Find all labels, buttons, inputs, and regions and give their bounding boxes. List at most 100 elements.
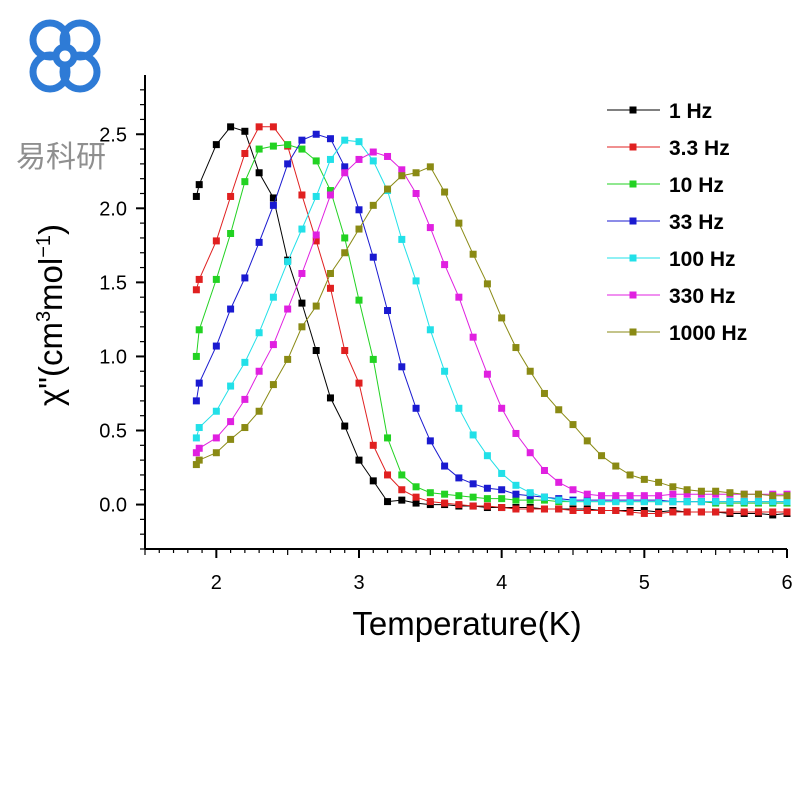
data-point xyxy=(669,490,677,498)
data-point xyxy=(312,157,320,165)
data-point xyxy=(255,145,263,153)
data-point xyxy=(269,381,277,389)
data-point xyxy=(312,347,320,355)
data-point xyxy=(669,483,677,491)
data-point xyxy=(298,269,306,277)
data-point xyxy=(441,261,449,269)
x-tick-label: 2 xyxy=(211,572,222,594)
x-tick-label: 6 xyxy=(781,572,792,594)
data-point xyxy=(384,498,392,506)
legend-marker xyxy=(629,217,637,225)
data-point xyxy=(212,275,220,283)
data-point xyxy=(255,367,263,375)
data-point xyxy=(298,323,306,331)
data-point xyxy=(655,498,663,506)
data-point xyxy=(412,483,420,491)
data-point xyxy=(626,471,634,479)
data-point xyxy=(455,501,463,509)
data-point xyxy=(712,487,720,495)
watermark: 易科研 xyxy=(16,19,106,175)
data-point xyxy=(583,498,591,506)
data-point xyxy=(455,293,463,301)
series-1000-hz xyxy=(192,163,791,500)
data-point xyxy=(441,188,449,196)
data-point xyxy=(284,141,292,149)
data-point xyxy=(426,498,434,506)
data-point xyxy=(783,492,791,500)
data-point xyxy=(455,492,463,500)
data-point xyxy=(441,499,449,507)
data-point xyxy=(555,406,563,414)
data-point xyxy=(512,505,520,513)
data-point xyxy=(384,434,392,442)
y-axis-title: χ"(cm3mol−1) xyxy=(32,224,69,406)
data-point xyxy=(783,508,791,516)
data-point xyxy=(241,150,249,158)
data-point xyxy=(526,505,534,513)
legend-item: 3.3 Hz xyxy=(607,137,730,160)
data-point xyxy=(384,185,392,193)
data-point xyxy=(192,449,200,457)
data-point xyxy=(526,449,534,457)
data-point xyxy=(498,314,506,322)
data-point xyxy=(212,407,220,415)
data-point xyxy=(583,437,591,445)
data-point xyxy=(769,508,777,516)
data-point xyxy=(498,495,506,503)
x-tick-label: 4 xyxy=(496,572,507,594)
data-point xyxy=(483,484,491,492)
data-point xyxy=(512,344,520,352)
data-point xyxy=(227,305,235,313)
legend-marker xyxy=(629,106,637,114)
data-point xyxy=(255,169,263,177)
data-point xyxy=(284,355,292,363)
data-point xyxy=(669,498,677,506)
data-point xyxy=(369,477,377,485)
data-point xyxy=(369,201,377,209)
data-point xyxy=(469,431,477,439)
data-point xyxy=(192,286,200,294)
data-point xyxy=(355,456,363,464)
legend-marker xyxy=(629,143,637,151)
legend: 1 Hz 3.3 Hz 10 Hz 33 Hz 100 Hz 330 Hz 1000 Hz xyxy=(607,100,747,345)
series-3.3-hz xyxy=(192,123,791,517)
data-point xyxy=(540,505,548,513)
data-point xyxy=(255,407,263,415)
data-point xyxy=(369,157,377,165)
data-point xyxy=(195,275,203,283)
data-point xyxy=(227,229,235,237)
data-point xyxy=(512,490,520,498)
data-point xyxy=(312,231,320,239)
data-point xyxy=(426,224,434,232)
data-point xyxy=(726,489,734,497)
data-point xyxy=(312,192,320,200)
data-point xyxy=(512,496,520,504)
data-point xyxy=(526,496,534,504)
data-point xyxy=(769,492,777,500)
data-point xyxy=(269,341,277,349)
data-point xyxy=(583,490,591,498)
data-point xyxy=(241,178,249,186)
data-point xyxy=(612,462,620,470)
data-point xyxy=(754,490,762,498)
data-point xyxy=(398,496,406,504)
data-point xyxy=(212,342,220,350)
legend-marker xyxy=(629,328,637,336)
data-point xyxy=(441,462,449,470)
series-layer xyxy=(192,123,791,519)
data-point xyxy=(726,498,734,506)
data-point xyxy=(384,307,392,315)
data-point xyxy=(227,418,235,426)
data-point xyxy=(441,490,449,498)
data-point xyxy=(783,498,791,506)
data-point xyxy=(398,486,406,494)
y-tick-label: 2.5 xyxy=(99,124,127,146)
data-point xyxy=(412,404,420,412)
data-point xyxy=(384,471,392,479)
data-point xyxy=(612,498,620,506)
data-point xyxy=(412,277,420,285)
data-point xyxy=(640,492,648,500)
data-point xyxy=(740,508,748,516)
data-point xyxy=(555,496,563,504)
data-point xyxy=(284,258,292,266)
